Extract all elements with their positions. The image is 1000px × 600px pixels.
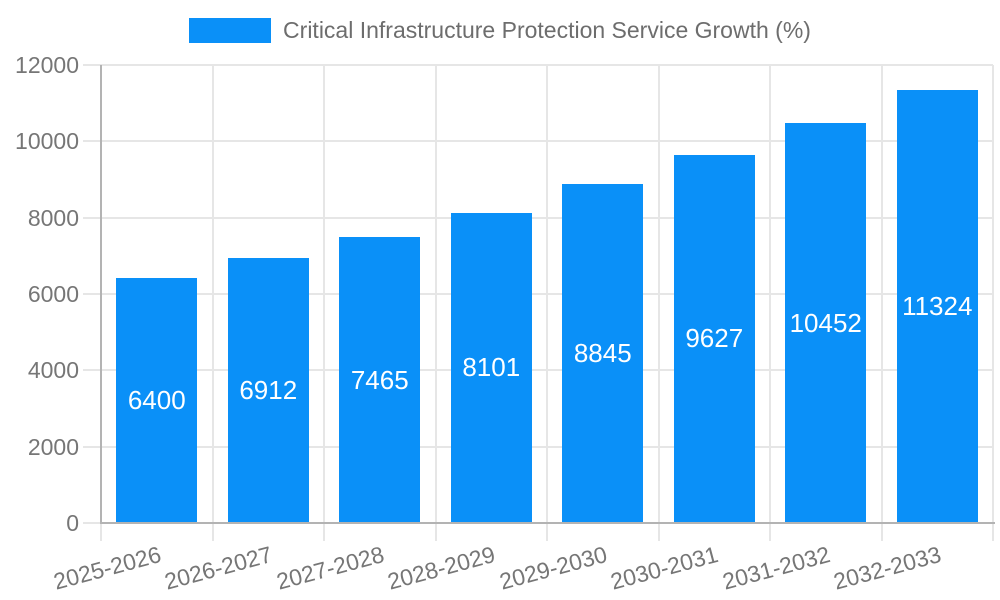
bar-value-label: 10452 xyxy=(789,307,862,338)
x-tick-label: 2030-2031 xyxy=(607,541,721,595)
gridline-v xyxy=(880,65,883,541)
bar[interactable]: 6912 xyxy=(227,258,309,522)
bar-value-label: 8101 xyxy=(462,352,521,383)
x-tick-label: 2029-2030 xyxy=(496,541,610,595)
y-tick-label: 2000 xyxy=(27,433,79,460)
x-tick-label: 2025-2026 xyxy=(50,541,164,595)
bar-value-label: 11324 xyxy=(902,290,973,321)
gridline-h xyxy=(83,64,993,66)
bar[interactable]: 8101 xyxy=(450,212,532,522)
bar-value-label: 6912 xyxy=(239,375,298,406)
gridline-v xyxy=(657,65,660,541)
x-tick-label: 2032-2033 xyxy=(830,541,944,595)
gridline-h xyxy=(83,216,993,219)
gridline-h xyxy=(83,293,993,295)
legend-swatch xyxy=(189,17,272,43)
gridline-v xyxy=(323,65,325,541)
x-axis-line xyxy=(100,522,995,524)
x-tick-label: 2028-2029 xyxy=(384,541,498,595)
y-tick-label: 12000 xyxy=(15,52,79,78)
y-tick-label: 8000 xyxy=(27,204,79,231)
legend-label: Critical Infrastructure Protection Servi… xyxy=(283,17,811,43)
x-tick-label: 2026-2027 xyxy=(161,541,275,595)
y-tick-label: 6000 xyxy=(27,281,79,307)
bar[interactable]: 6400 xyxy=(116,277,198,522)
x-tick-label: 2027-2028 xyxy=(273,541,387,595)
gridline-v xyxy=(211,65,214,541)
bar-value-label: 8845 xyxy=(573,338,632,369)
gridline-h xyxy=(83,445,993,448)
bar[interactable]: 9627 xyxy=(673,154,755,522)
y-tick-label: 0 xyxy=(66,510,79,536)
bar[interactable]: 8845 xyxy=(562,184,644,522)
bar-value-label: 9627 xyxy=(685,323,744,354)
y-tick-label: 4000 xyxy=(27,357,79,384)
gridline-v xyxy=(546,65,548,541)
x-tick-label: 2031-2032 xyxy=(719,541,833,595)
gridline-v xyxy=(434,65,437,541)
gridline-v xyxy=(992,65,994,541)
y-axis-line xyxy=(100,65,102,523)
bar-value-label: 6400 xyxy=(127,384,186,415)
bar-value-label: 7465 xyxy=(350,364,409,395)
bar[interactable]: 11324 xyxy=(896,89,978,522)
gridline-v xyxy=(769,65,771,541)
legend[interactable]: Critical Infrastructure Protection Servi… xyxy=(0,16,1000,44)
gridline-h xyxy=(83,369,993,372)
bar[interactable]: 7465 xyxy=(339,237,421,522)
bar[interactable]: 10452 xyxy=(785,123,867,522)
gridline-h xyxy=(83,140,993,143)
y-tick-label: 10000 xyxy=(15,128,79,155)
